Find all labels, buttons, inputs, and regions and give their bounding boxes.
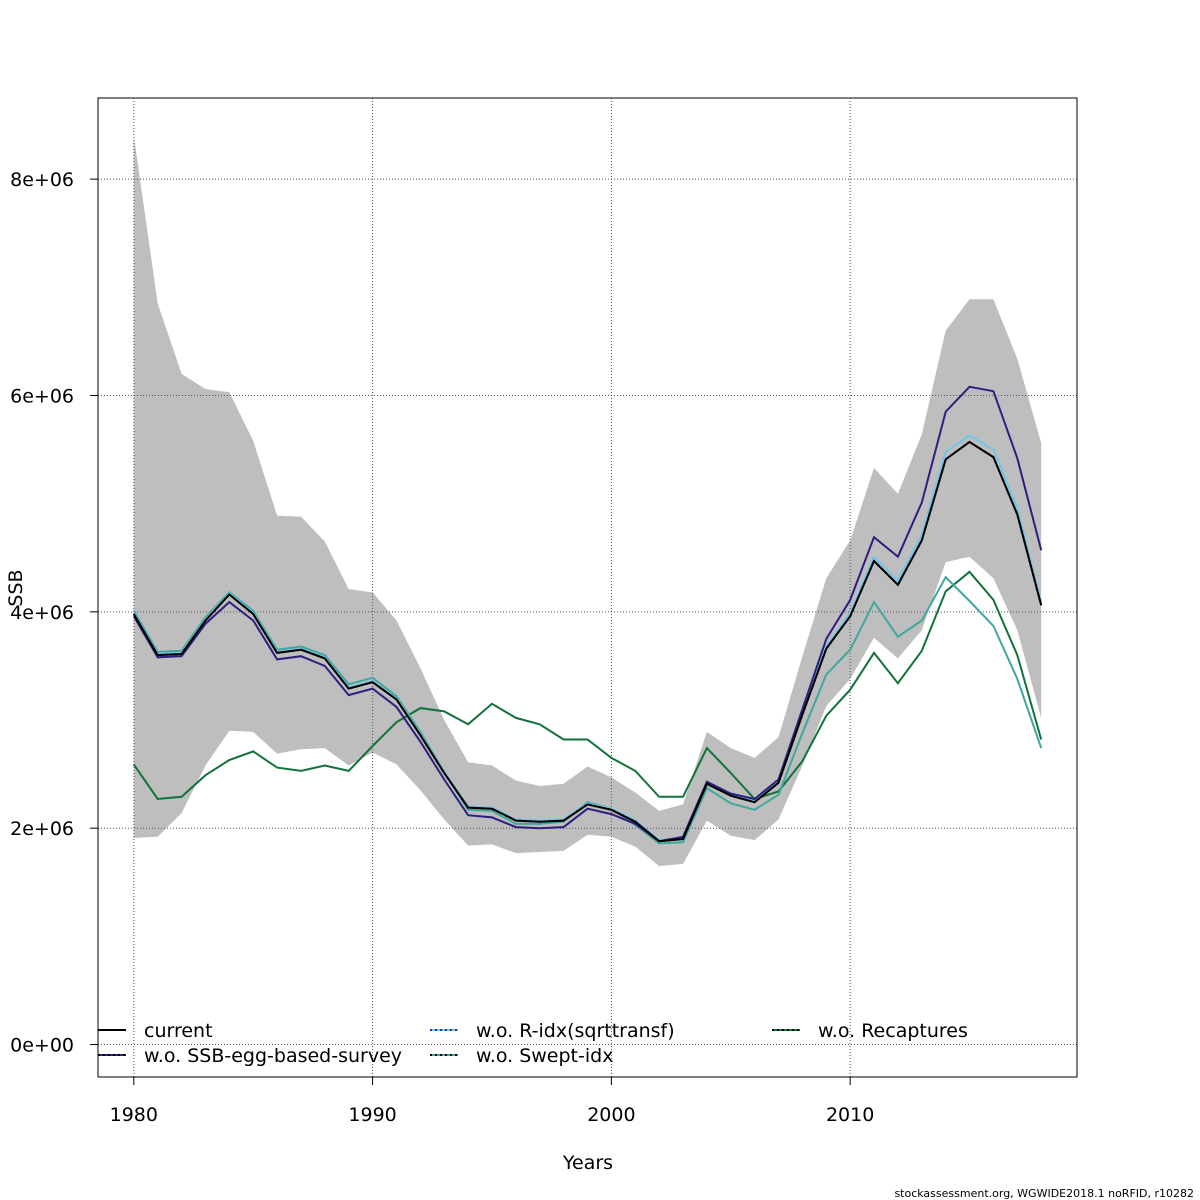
x-axis-title: Years — [562, 1152, 613, 1174]
x-tick-label: 1990 — [348, 1104, 396, 1126]
y-axis-title: SSB — [5, 569, 27, 606]
confidence-band-layer — [133, 135, 1042, 867]
series-line-current — [132, 440, 1043, 843]
series-line-w-o-r-idx-sqrttransf — [132, 434, 1043, 842]
plot-frame — [97, 97, 1078, 1078]
x-tick-label: 2000 — [587, 1104, 635, 1126]
y-tick-label: 0e+00 — [10, 1035, 74, 1057]
x-tick-label: 2010 — [826, 1104, 874, 1126]
legend: current w.o. SSB-egg-based-survey w.o. R-i… — [98, 1020, 968, 1067]
y-axis: 0e+00 2e+06 4e+06 6e+06 8e+06 — [10, 169, 98, 1057]
confidence-band — [133, 135, 1042, 867]
grid-layer — [98, 98, 1077, 1077]
series-line-w-o-ssb-egg-based-survey — [132, 385, 1043, 843]
legend-label-current: current — [144, 1020, 213, 1042]
x-tick-label: 1980 — [110, 1104, 158, 1126]
series-line-w-o-recaptures — [132, 570, 1043, 801]
y-tick-label: 8e+06 — [10, 169, 74, 191]
y-tick-label: 4e+06 — [10, 602, 74, 624]
series-layer — [132, 385, 1043, 845]
legend-label-w-o-r-idx-sqrttransf: w.o. R-idx(sqrttransf) — [476, 1020, 675, 1042]
legend-label-w-o-recaptures: w.o. Recaptures — [818, 1020, 968, 1042]
y-tick-label: 6e+06 — [10, 385, 74, 407]
x-axis: 1980 1990 2000 2010 — [110, 1077, 874, 1126]
series-line-w-o-swept-idx — [132, 575, 1043, 845]
legend-label-w-o-swept-idx: w.o. Swept-idx — [476, 1045, 613, 1067]
y-tick-label: 2e+06 — [10, 818, 74, 840]
legend-label-w-o-ssb-egg-based-survey: w.o. SSB-egg-based-survey — [144, 1045, 402, 1067]
footer-credit: stockassessment.org, WGWIDE2018.1 noRFID… — [894, 1187, 1194, 1200]
